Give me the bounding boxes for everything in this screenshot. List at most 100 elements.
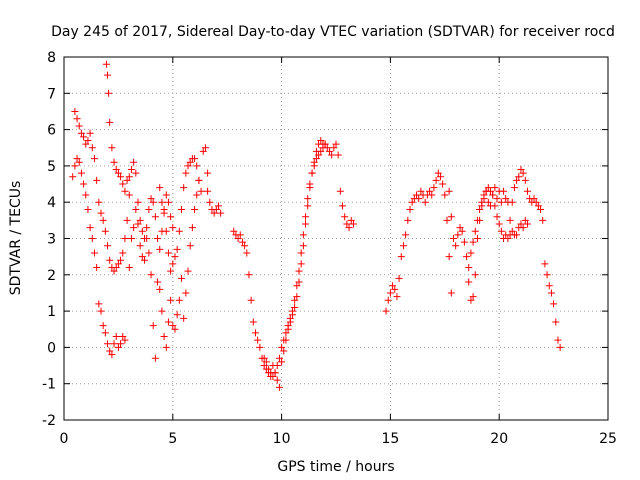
data-point-marker xyxy=(245,271,253,279)
data-point-marker xyxy=(143,224,151,232)
x-axis-label: GPS time / hours xyxy=(277,459,394,475)
data-point-marker xyxy=(265,365,273,373)
data-point-marker xyxy=(321,140,329,148)
data-point-marker xyxy=(349,220,357,228)
data-point-marker xyxy=(125,173,133,181)
data-point-marker xyxy=(125,264,133,272)
data-point-marker xyxy=(452,242,460,250)
data-point-marker xyxy=(171,253,179,261)
data-point-marker xyxy=(519,169,527,177)
y-tick-label: 8 xyxy=(47,50,56,66)
data-point-marker xyxy=(121,187,129,195)
data-point-marker xyxy=(293,282,301,290)
data-point-marker xyxy=(251,329,259,337)
data-point-marker xyxy=(114,169,122,177)
data-point-marker xyxy=(164,249,172,257)
data-point-marker xyxy=(175,227,183,235)
data-point-marker xyxy=(334,151,342,159)
data-point-marker xyxy=(523,220,531,228)
data-point-marker xyxy=(284,325,292,333)
data-point-marker xyxy=(112,264,120,272)
data-point-marker xyxy=(117,256,125,264)
y-tick-label: -1 xyxy=(42,377,56,393)
data-point-marker xyxy=(521,176,529,184)
data-point-marker xyxy=(491,184,499,192)
data-point-marker xyxy=(188,224,196,232)
data-point-marker xyxy=(156,184,164,192)
data-point-marker xyxy=(302,213,310,221)
y-tick-label: -2 xyxy=(42,413,56,429)
data-point-marker xyxy=(325,147,333,155)
data-point-marker xyxy=(236,231,244,239)
data-point-marker xyxy=(310,162,318,170)
data-point-marker xyxy=(484,184,492,192)
data-point-marker xyxy=(513,231,521,239)
data-point-marker xyxy=(254,336,262,344)
data-point-marker xyxy=(97,307,105,315)
data-point-marker xyxy=(93,264,101,272)
data-point-marker xyxy=(308,169,316,177)
data-point-marker xyxy=(210,209,218,217)
data-point-marker xyxy=(105,89,113,97)
data-point-marker xyxy=(408,198,416,206)
data-point-marker xyxy=(550,300,558,308)
data-point-marker xyxy=(164,198,172,206)
data-point-marker xyxy=(162,343,170,351)
data-point-marker xyxy=(234,235,242,242)
data-point-marker xyxy=(162,191,170,199)
data-point-marker xyxy=(463,253,471,261)
data-point-marker xyxy=(447,289,455,297)
data-point-marker xyxy=(197,187,205,195)
data-point-marker xyxy=(217,209,225,217)
data-point-marker xyxy=(299,242,307,250)
data-point-marker xyxy=(537,205,545,213)
data-point-marker xyxy=(169,224,177,232)
data-point-marker xyxy=(467,296,475,304)
data-point-marker xyxy=(193,162,201,170)
data-point-marker xyxy=(82,191,90,199)
data-point-marker xyxy=(317,147,325,155)
data-point-marker xyxy=(439,180,447,188)
data-point-marker xyxy=(530,195,538,203)
data-point-marker xyxy=(508,227,516,235)
data-point-marker xyxy=(519,224,527,232)
data-point-marker xyxy=(132,169,140,177)
data-point-marker xyxy=(467,249,475,257)
data-point-marker xyxy=(249,318,257,326)
data-point-marker xyxy=(262,358,270,366)
data-point-marker xyxy=(506,216,514,224)
data-point-marker xyxy=(384,296,392,304)
data-point-marker xyxy=(169,260,177,268)
data-point-marker xyxy=(471,271,479,279)
data-point-marker xyxy=(95,300,103,308)
data-point-marker xyxy=(117,173,125,181)
data-point-marker xyxy=(201,144,209,152)
data-point-marker xyxy=(173,311,181,319)
data-point-marker xyxy=(154,278,162,286)
data-point-marker xyxy=(147,271,155,279)
data-point-marker xyxy=(458,227,466,235)
data-point-marker xyxy=(77,129,85,137)
y-axis-label: SDTVAR / TECUs xyxy=(8,181,24,296)
data-point-marker xyxy=(93,176,101,184)
data-point-marker xyxy=(293,293,301,301)
data-point-marker xyxy=(291,303,299,311)
data-point-marker xyxy=(125,191,133,199)
x-tick-label: 15 xyxy=(381,431,399,447)
data-point-marker xyxy=(80,180,88,188)
data-point-marker xyxy=(158,198,166,206)
data-point-marker xyxy=(323,144,331,152)
data-point-marker xyxy=(450,235,458,242)
data-point-marker xyxy=(543,271,551,279)
data-point-marker xyxy=(110,340,118,348)
data-point-marker xyxy=(119,180,127,188)
data-point-marker xyxy=(114,343,122,351)
data-point-marker xyxy=(180,184,188,192)
data-point-marker xyxy=(465,278,473,286)
data-point-marker xyxy=(434,169,442,177)
data-point-marker xyxy=(134,198,142,206)
data-point-marker xyxy=(180,314,188,322)
data-point-marker xyxy=(465,264,473,272)
data-point-marker xyxy=(199,147,207,155)
data-point-marker xyxy=(106,347,114,355)
